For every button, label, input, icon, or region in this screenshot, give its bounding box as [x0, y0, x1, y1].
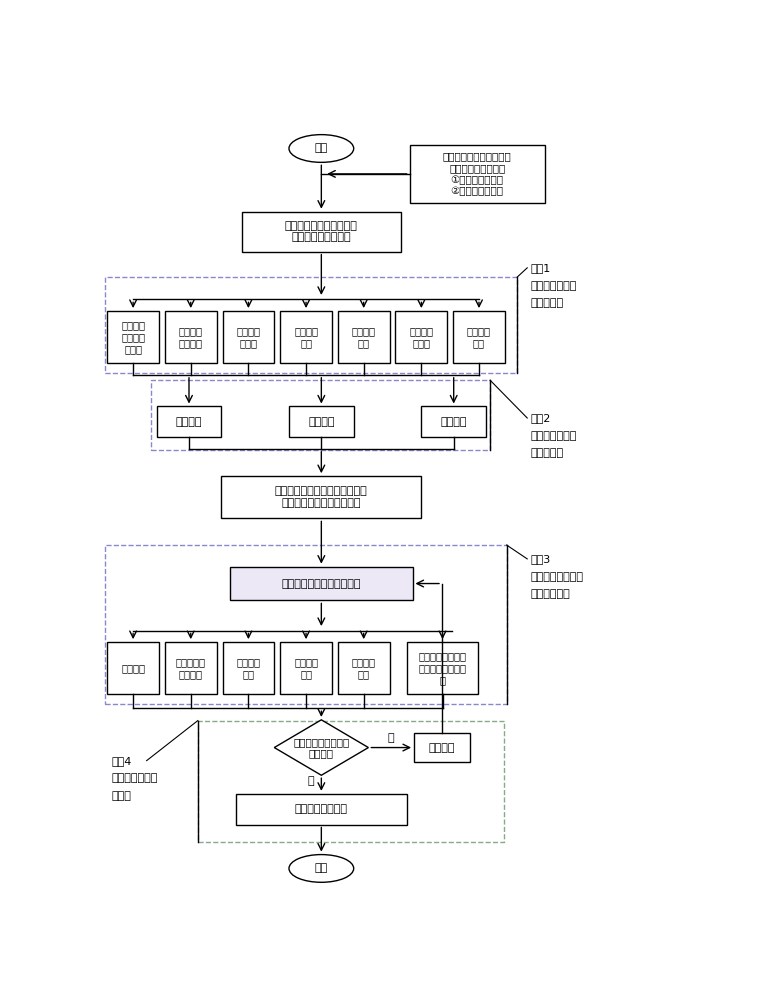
- Ellipse shape: [289, 135, 354, 162]
- Text: 开始: 开始: [315, 143, 328, 153]
- FancyBboxPatch shape: [408, 642, 478, 694]
- Text: 计算单位
电量生产
增加值: 计算单位 电量生产 增加值: [121, 321, 145, 354]
- Text: 修改方案: 修改方案: [429, 743, 455, 753]
- Text: 完成有序用电方案: 完成有序用电方案: [294, 804, 348, 814]
- Text: 计算负荷
波动率: 计算负荷 波动率: [236, 326, 260, 348]
- Text: （制定有序用电: （制定有序用电: [530, 431, 577, 441]
- FancyBboxPatch shape: [338, 642, 389, 694]
- Text: 统计涉及有序用电
方案的企业客户数
量: 统计涉及有序用电 方案的企业客户数 量: [418, 652, 467, 685]
- Text: 步骤1: 步骤1: [530, 263, 550, 273]
- FancyBboxPatch shape: [222, 642, 274, 694]
- Text: 步骤2: 步骤2: [530, 413, 550, 423]
- Polygon shape: [274, 720, 368, 775]
- FancyBboxPatch shape: [165, 642, 216, 694]
- Text: 计算保安
负荷: 计算保安 负荷: [351, 326, 376, 348]
- Text: 调休指数: 调休指数: [308, 417, 335, 427]
- FancyBboxPatch shape: [289, 406, 354, 437]
- Text: 决策方法）: 决策方法）: [530, 448, 563, 458]
- Text: 结束: 结束: [315, 863, 328, 873]
- Text: 是: 是: [307, 776, 314, 786]
- Text: 错时指数: 错时指数: [440, 417, 467, 427]
- Text: 修改）: 修改）: [112, 791, 131, 801]
- FancyBboxPatch shape: [107, 642, 159, 694]
- Text: （计算负荷特性: （计算负荷特性: [530, 281, 577, 291]
- FancyBboxPatch shape: [230, 567, 413, 600]
- FancyBboxPatch shape: [410, 145, 545, 203]
- Text: 可限负荷: 可限负荷: [121, 663, 145, 673]
- FancyBboxPatch shape: [338, 311, 389, 363]
- Text: 步骤4: 步骤4: [112, 756, 132, 766]
- FancyBboxPatch shape: [421, 406, 486, 437]
- FancyBboxPatch shape: [453, 311, 505, 363]
- Text: 电效果评估）: 电效果评估）: [530, 589, 570, 599]
- FancyBboxPatch shape: [222, 476, 421, 518]
- FancyBboxPatch shape: [156, 406, 222, 437]
- FancyBboxPatch shape: [222, 311, 274, 363]
- Text: 计算可限
负荷: 计算可限 负荷: [294, 326, 318, 348]
- Text: 制定收资标准模板，采集
有序用电基础数据：
①客户档案信息表
②客户用电信息表: 制定收资标准模板，采集 有序用电基础数据： ①客户档案信息表 ②客户用电信息表: [442, 151, 512, 196]
- Text: 企业损失
影响: 企业损失 影响: [351, 657, 376, 679]
- Text: 计算单位
电量利税: 计算单位 电量利税: [179, 326, 203, 348]
- Text: 电量损失
影响: 电量损失 影响: [236, 657, 260, 679]
- FancyBboxPatch shape: [395, 311, 447, 363]
- Text: 计算客户
周休率: 计算客户 周休率: [409, 326, 433, 348]
- FancyBboxPatch shape: [280, 311, 332, 363]
- Text: 根据典型负荷曲线计算客
户负荷特性关键指标: 根据典型负荷曲线计算客 户负荷特性关键指标: [285, 221, 357, 242]
- Text: 否: 否: [388, 733, 395, 743]
- Text: 关键指标）: 关键指标）: [530, 298, 563, 308]
- FancyBboxPatch shape: [414, 733, 470, 762]
- Text: （有序用电方案: （有序用电方案: [112, 773, 158, 783]
- Text: （有序用电方案限: （有序用电方案限: [530, 572, 583, 582]
- FancyBboxPatch shape: [280, 642, 332, 694]
- Text: 步骤3: 步骤3: [530, 554, 550, 564]
- Text: 评估结果是否满足多
目标要求: 评估结果是否满足多 目标要求: [293, 737, 349, 758]
- Text: 利用指数大小量化错避峰措施效
果，制定有序用电决策方法: 利用指数大小量化错避峰措施效 果，制定有序用电决策方法: [275, 487, 367, 508]
- FancyBboxPatch shape: [242, 212, 401, 252]
- Text: 电网运行负
荷率变化: 电网运行负 荷率变化: [176, 657, 206, 679]
- FancyBboxPatch shape: [107, 311, 159, 363]
- Ellipse shape: [289, 855, 354, 882]
- Text: 税收损失
影响: 税收损失 影响: [294, 657, 318, 679]
- FancyBboxPatch shape: [165, 311, 216, 363]
- Text: 有序用电方案限电效果评估: 有序用电方案限电效果评估: [282, 579, 361, 589]
- Text: 计算可调
负荷: 计算可调 负荷: [467, 326, 491, 348]
- Text: 避峰指数: 避峰指数: [176, 417, 202, 427]
- FancyBboxPatch shape: [236, 794, 407, 825]
